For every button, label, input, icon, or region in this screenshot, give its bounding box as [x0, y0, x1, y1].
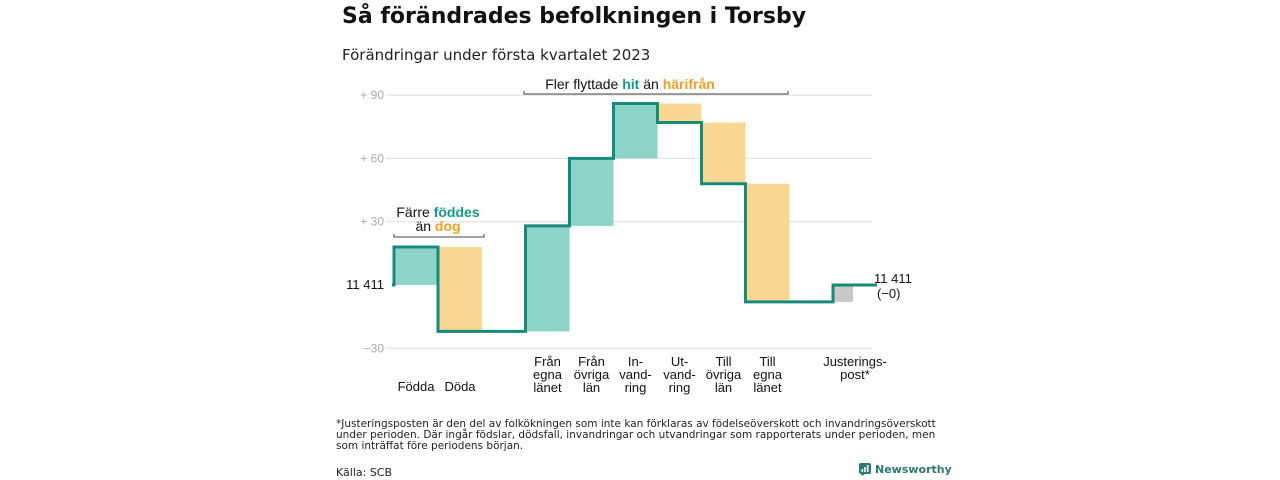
chart-subtitle: Förändringar under första kvartalet 2023: [342, 46, 651, 64]
y-tick-label: + 90: [360, 88, 384, 102]
y-tick-label: + 30: [360, 215, 384, 229]
waterfall-chart: + 90 + 60 + 30 −30 11 411 Födda Döda Från egna lä…: [346, 76, 912, 395]
annotation-births-bracket: [393, 234, 485, 238]
chart-frame: Så förändrades befolkningen i Torsby För…: [336, 0, 952, 480]
annotation-births-line2: än dog: [415, 218, 460, 234]
footnote: *Justeringsposten är den del av folkökni…: [336, 418, 936, 452]
newsworthy-logo-icon: [859, 463, 871, 476]
waterfall-bar: [613, 103, 658, 159]
waterfall-bar: [657, 103, 702, 123]
category-label: Till övriga län: [706, 354, 742, 395]
category-label: In-vand-ring: [619, 354, 652, 395]
annotation-migration-bracket: [523, 91, 789, 95]
end-value-label: 11 411: [874, 271, 912, 286]
category-label: Från egna länet: [533, 354, 563, 395]
waterfall-bar: [525, 225, 570, 332]
category-label: Ut-vand-ring: [663, 354, 696, 395]
category-label: Justerings-post*: [823, 354, 887, 382]
end-change-label: (−0): [877, 286, 900, 301]
y-tick-label: −30: [364, 341, 385, 355]
brand-name: Newsworthy: [875, 463, 952, 476]
brand-logo: Newsworthy: [859, 463, 952, 476]
chart-title: Så förändrades befolkningen i Torsby: [342, 4, 807, 29]
waterfall-bar: [745, 183, 790, 302]
annotation-births-line1: Färre föddes: [396, 204, 479, 220]
baseline-label: 11 411: [346, 277, 384, 292]
waterfall-bar: [569, 158, 614, 226]
annotation-migration-line1: Fler flyttade hit än härifrån: [545, 76, 715, 92]
category-label: Döda: [444, 379, 476, 394]
category-label: Till egna länet: [753, 354, 783, 395]
source-label: Källa: SCB: [336, 466, 393, 479]
waterfall-bar: [438, 247, 482, 332]
y-tick-label: + 60: [360, 151, 384, 165]
category-label: Födda: [398, 379, 436, 394]
cumulative-line: [392, 102, 877, 333]
waterfall-bar: [701, 122, 746, 184]
waterfall-bar: [394, 247, 438, 285]
category-label: Från övriga län: [574, 354, 610, 395]
waterfall-bar: [833, 285, 853, 302]
